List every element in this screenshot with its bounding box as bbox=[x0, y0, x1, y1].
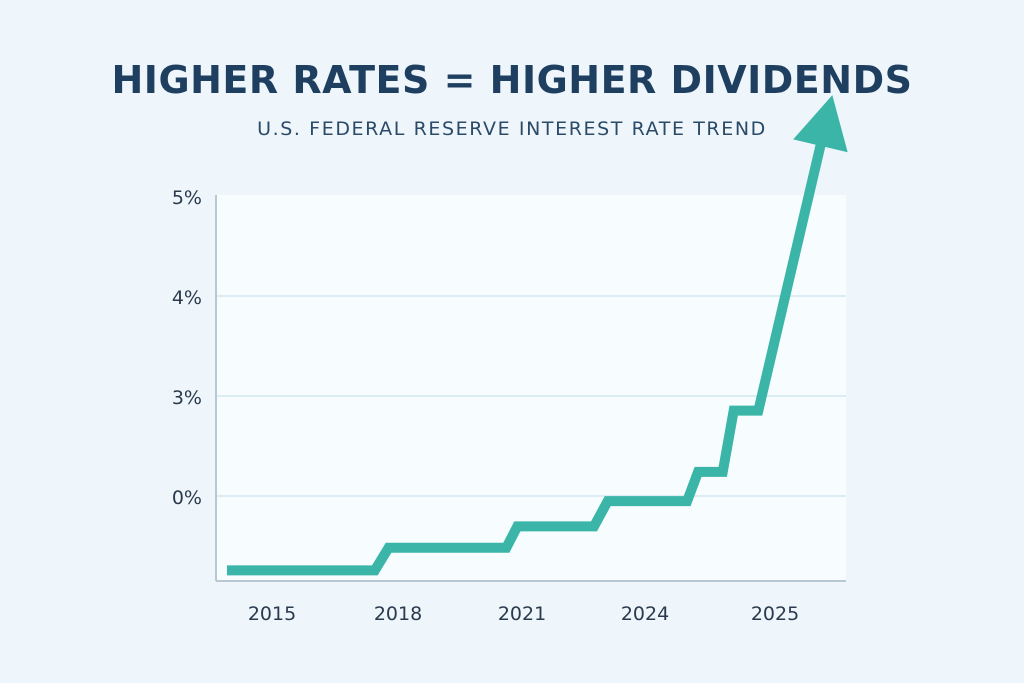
chart-subtitle: U.S. FEDERAL RESERVE INTEREST RATE TREND bbox=[257, 118, 767, 140]
y-tick-label-3pct: 3% bbox=[172, 387, 202, 409]
x-tick-label-2025: 2025 bbox=[751, 603, 799, 625]
series-line-0 bbox=[226, 140, 827, 576]
plot-area bbox=[216, 195, 846, 581]
x-tick-label-2021: 2021 bbox=[498, 603, 546, 625]
series-layer bbox=[226, 95, 848, 576]
x-tick-label-2024: 2024 bbox=[621, 603, 669, 625]
chart-title: HIGHER RATES = HIGHER DIVIDENDS bbox=[111, 58, 913, 102]
y-tick-label-4pct: 4% bbox=[172, 287, 202, 309]
gridlines bbox=[216, 295, 846, 497]
y-tick-label-5pct: 5% bbox=[172, 187, 202, 209]
y-tick-label-0pct: 0% bbox=[172, 487, 202, 509]
trend-arrowhead bbox=[793, 95, 848, 153]
x-tick-label-2015: 2015 bbox=[248, 603, 296, 625]
x-tick-label-2018: 2018 bbox=[374, 603, 422, 625]
